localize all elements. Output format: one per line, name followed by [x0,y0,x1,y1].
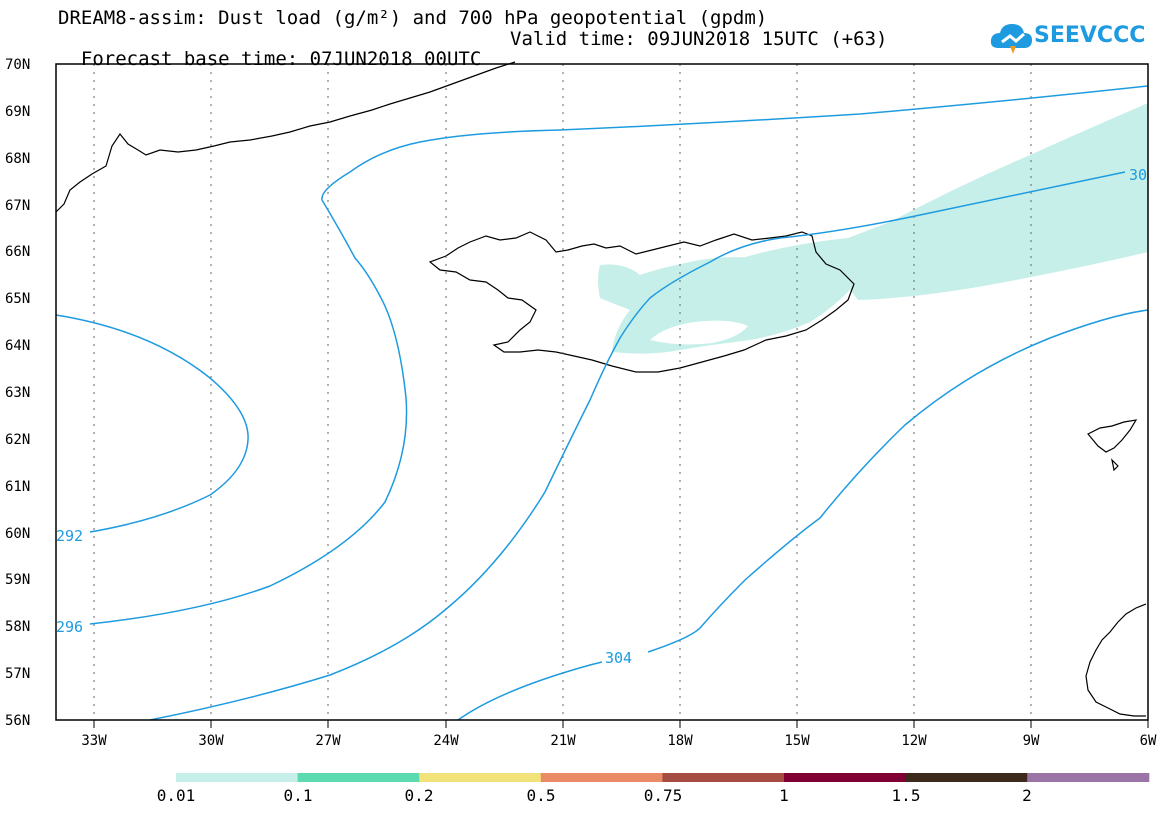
lon-label: 27W [315,733,341,749]
colorbar-swatch [1027,773,1150,782]
colorbar-swatch [662,773,785,782]
lon-label: 33W [81,733,107,749]
faroe-islands [1087,419,1138,472]
lat-label: 70N [5,57,30,73]
lon-label: 12W [901,733,927,749]
lat-label: 64N [5,338,30,354]
contour-304 [457,309,1149,721]
logo-text: SEEVCCC [1034,23,1146,48]
dust-plume-iceland [598,257,850,354]
lat-label: 67N [5,198,30,214]
colorbar-label: 2 [1022,786,1032,805]
contour-label-304: 304 [605,649,632,667]
valid-time: Valid time: 09JUN2018 15UTC (+63) [510,28,888,50]
lat-label: 69N [5,104,30,120]
lon-label: 15W [784,733,810,749]
cloud-icon [990,24,1032,54]
colorbar-label: 0.75 [643,786,683,805]
lon-label: 21W [550,733,576,749]
contour-label-292: 292 [56,527,83,545]
tick-marks [93,720,1149,728]
lon-label: 24W [433,733,459,749]
lon-label: 18W [667,733,693,749]
lat-label: 56N [5,713,30,729]
lat-label: 61N [5,479,30,495]
colorbar-label: 0.2 [404,786,434,805]
colorbar [176,773,1150,782]
greenland-coast [55,61,516,213]
lat-label: 57N [5,666,30,682]
dust-plume-ne [742,103,1148,300]
colorbar-swatch [419,773,542,782]
latitude-labels: 70N 69N 68N 67N 66N 65N 64N 63N 62N 61N … [5,57,30,729]
colorbar-swatch [784,773,907,782]
longitude-labels: 33W 30W 27W 24W 21W 18W 15W 12W 9W 6W [81,733,1157,749]
scotland-coast [1085,603,1147,717]
lat-label: 60N [5,526,30,542]
colorbar-label: 0.1 [283,786,313,805]
lat-label: 63N [5,385,30,401]
graticule [93,64,1032,720]
coastlines [55,61,1147,717]
contour-292 [55,314,249,533]
colorbar-label: 0.01 [156,786,196,805]
lon-label: 30W [198,733,224,749]
dust-gap [650,320,748,345]
contour-label-296: 296 [56,618,83,636]
map-title: DREAM8-assim: Dust load (g/m²) and 700 h… [58,7,768,29]
iceland-coast [428,231,855,373]
colorbar-swatch [540,773,663,782]
geopotential-contours [55,85,1149,721]
lat-label: 66N [5,244,30,260]
lat-label: 65N [5,291,30,307]
seevccc-logo: SEEVCCC [990,18,1150,58]
lat-label: 59N [5,572,30,588]
contour-296 [89,85,1149,625]
colorbar-label: 1 [779,786,789,805]
colorbar-swatch [905,773,1028,782]
colorbar-swatch [297,773,420,782]
dust-load-shading [598,103,1148,354]
map-frame [55,63,1149,721]
contour-label-300: 30 [1129,166,1147,184]
lat-label: 58N [5,619,30,635]
contour-labels: 292 296 304 30 [56,166,1147,667]
lon-label: 6W [1140,733,1157,749]
colorbar-label: 0.5 [526,786,556,805]
lat-label: 68N [5,151,30,167]
colorbar-swatch [176,773,299,782]
lon-label: 9W [1023,733,1040,749]
contour-300 [149,171,1126,721]
lat-label: 62N [5,432,30,448]
colorbar-label: 1.5 [891,786,921,805]
